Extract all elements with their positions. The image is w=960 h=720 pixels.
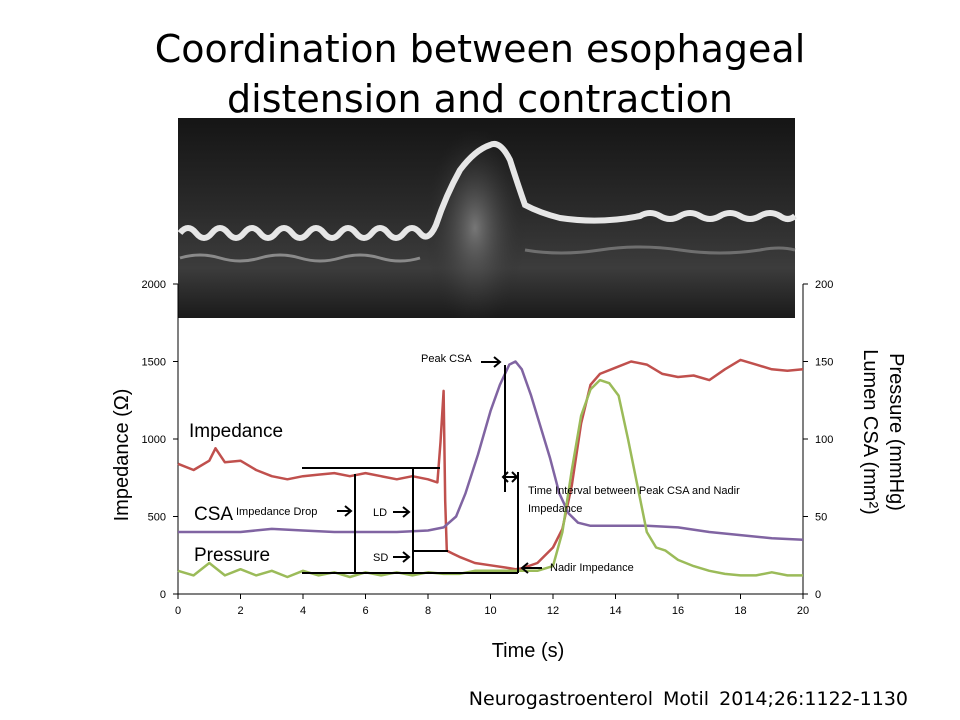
x-tick-label: 2 [237,605,243,617]
y-left-tick-label: 1000 [142,434,166,446]
y-right-tick-label: 150 [815,357,833,369]
x-tick-label: 14 [609,605,621,617]
y-axis-right-title-line-1: Pressure (mmHg) [885,353,907,511]
peak-csa-label: Peak CSA [421,353,472,365]
ld-arrow [393,506,411,518]
series-line-impedance [177,358,804,571]
y-left-tick-label: 1500 [142,357,166,369]
x-tick-label: 10 [484,605,496,617]
y-right-tick-label: 50 [815,512,827,524]
y-right-tick-label: 0 [815,589,821,601]
x-tick-label: 6 [362,605,368,617]
chart-axes: 0 2 4 6 8 10 12 14 16 18 2005001000150020000501001… [142,279,834,617]
interval-label-line-2: Impedance [528,503,582,515]
citation: Neurogastroenterol Motil 2014;26:1122-11… [468,688,908,710]
x-tick-label: 4 [300,605,306,617]
impedance-drop-label: Impedance Drop [236,506,317,518]
series-line-pressure [177,378,803,579]
series-label-csa: CSA [194,504,233,525]
ultrasound-outer-layer [179,253,421,263]
interval-label-line-1: Time Interval between Peak CSA and Nadir [528,485,740,497]
interval-double-arrow [501,471,519,483]
x-tick-label: 20 [797,605,809,617]
x-tick-label: 12 [547,605,559,617]
nadir-impedance-label: Nadir Impedance [550,562,634,574]
peak-csa-arrow [481,356,502,368]
y-left-tick-label: 500 [148,512,166,524]
y-right-tick-label: 200 [815,279,833,291]
x-axis-title: Time (s) [492,640,565,662]
slide-title-line-2: distension and contraction [227,77,733,121]
y-right-tick-label: 100 [815,434,833,446]
series-layer [177,358,804,579]
ultrasound-outer-layer-2 [524,245,796,255]
x-tick-label: 18 [734,605,746,617]
impedance-drop-arrow [337,505,353,517]
series-label-impedance: Impedance [189,421,283,442]
y-left-tick-label: 2000 [142,279,166,291]
sd-arrow [393,551,411,563]
y-axis-right-title-line-2: Lumen CSA (mm²) [859,349,881,515]
series-label-pressure: Pressure [194,545,270,566]
ld-label: LD [373,507,387,519]
nadir-impedance-arrow [520,562,542,574]
y-axis-left-title: Impedance (Ω) [111,389,133,522]
x-tick-label: 16 [672,605,684,617]
x-tick-label: 8 [425,605,431,617]
annotation-layer: Impedance CSA Pressure Peak CSA Impedanc… [189,353,740,574]
y-left-tick-label: 0 [160,589,166,601]
slide-title-line-1: Coordination between esophageal [154,27,806,71]
sd-label: SD [373,552,388,564]
ultrasound-lumen-wall [177,141,797,241]
x-tick-label: 0 [175,605,181,617]
